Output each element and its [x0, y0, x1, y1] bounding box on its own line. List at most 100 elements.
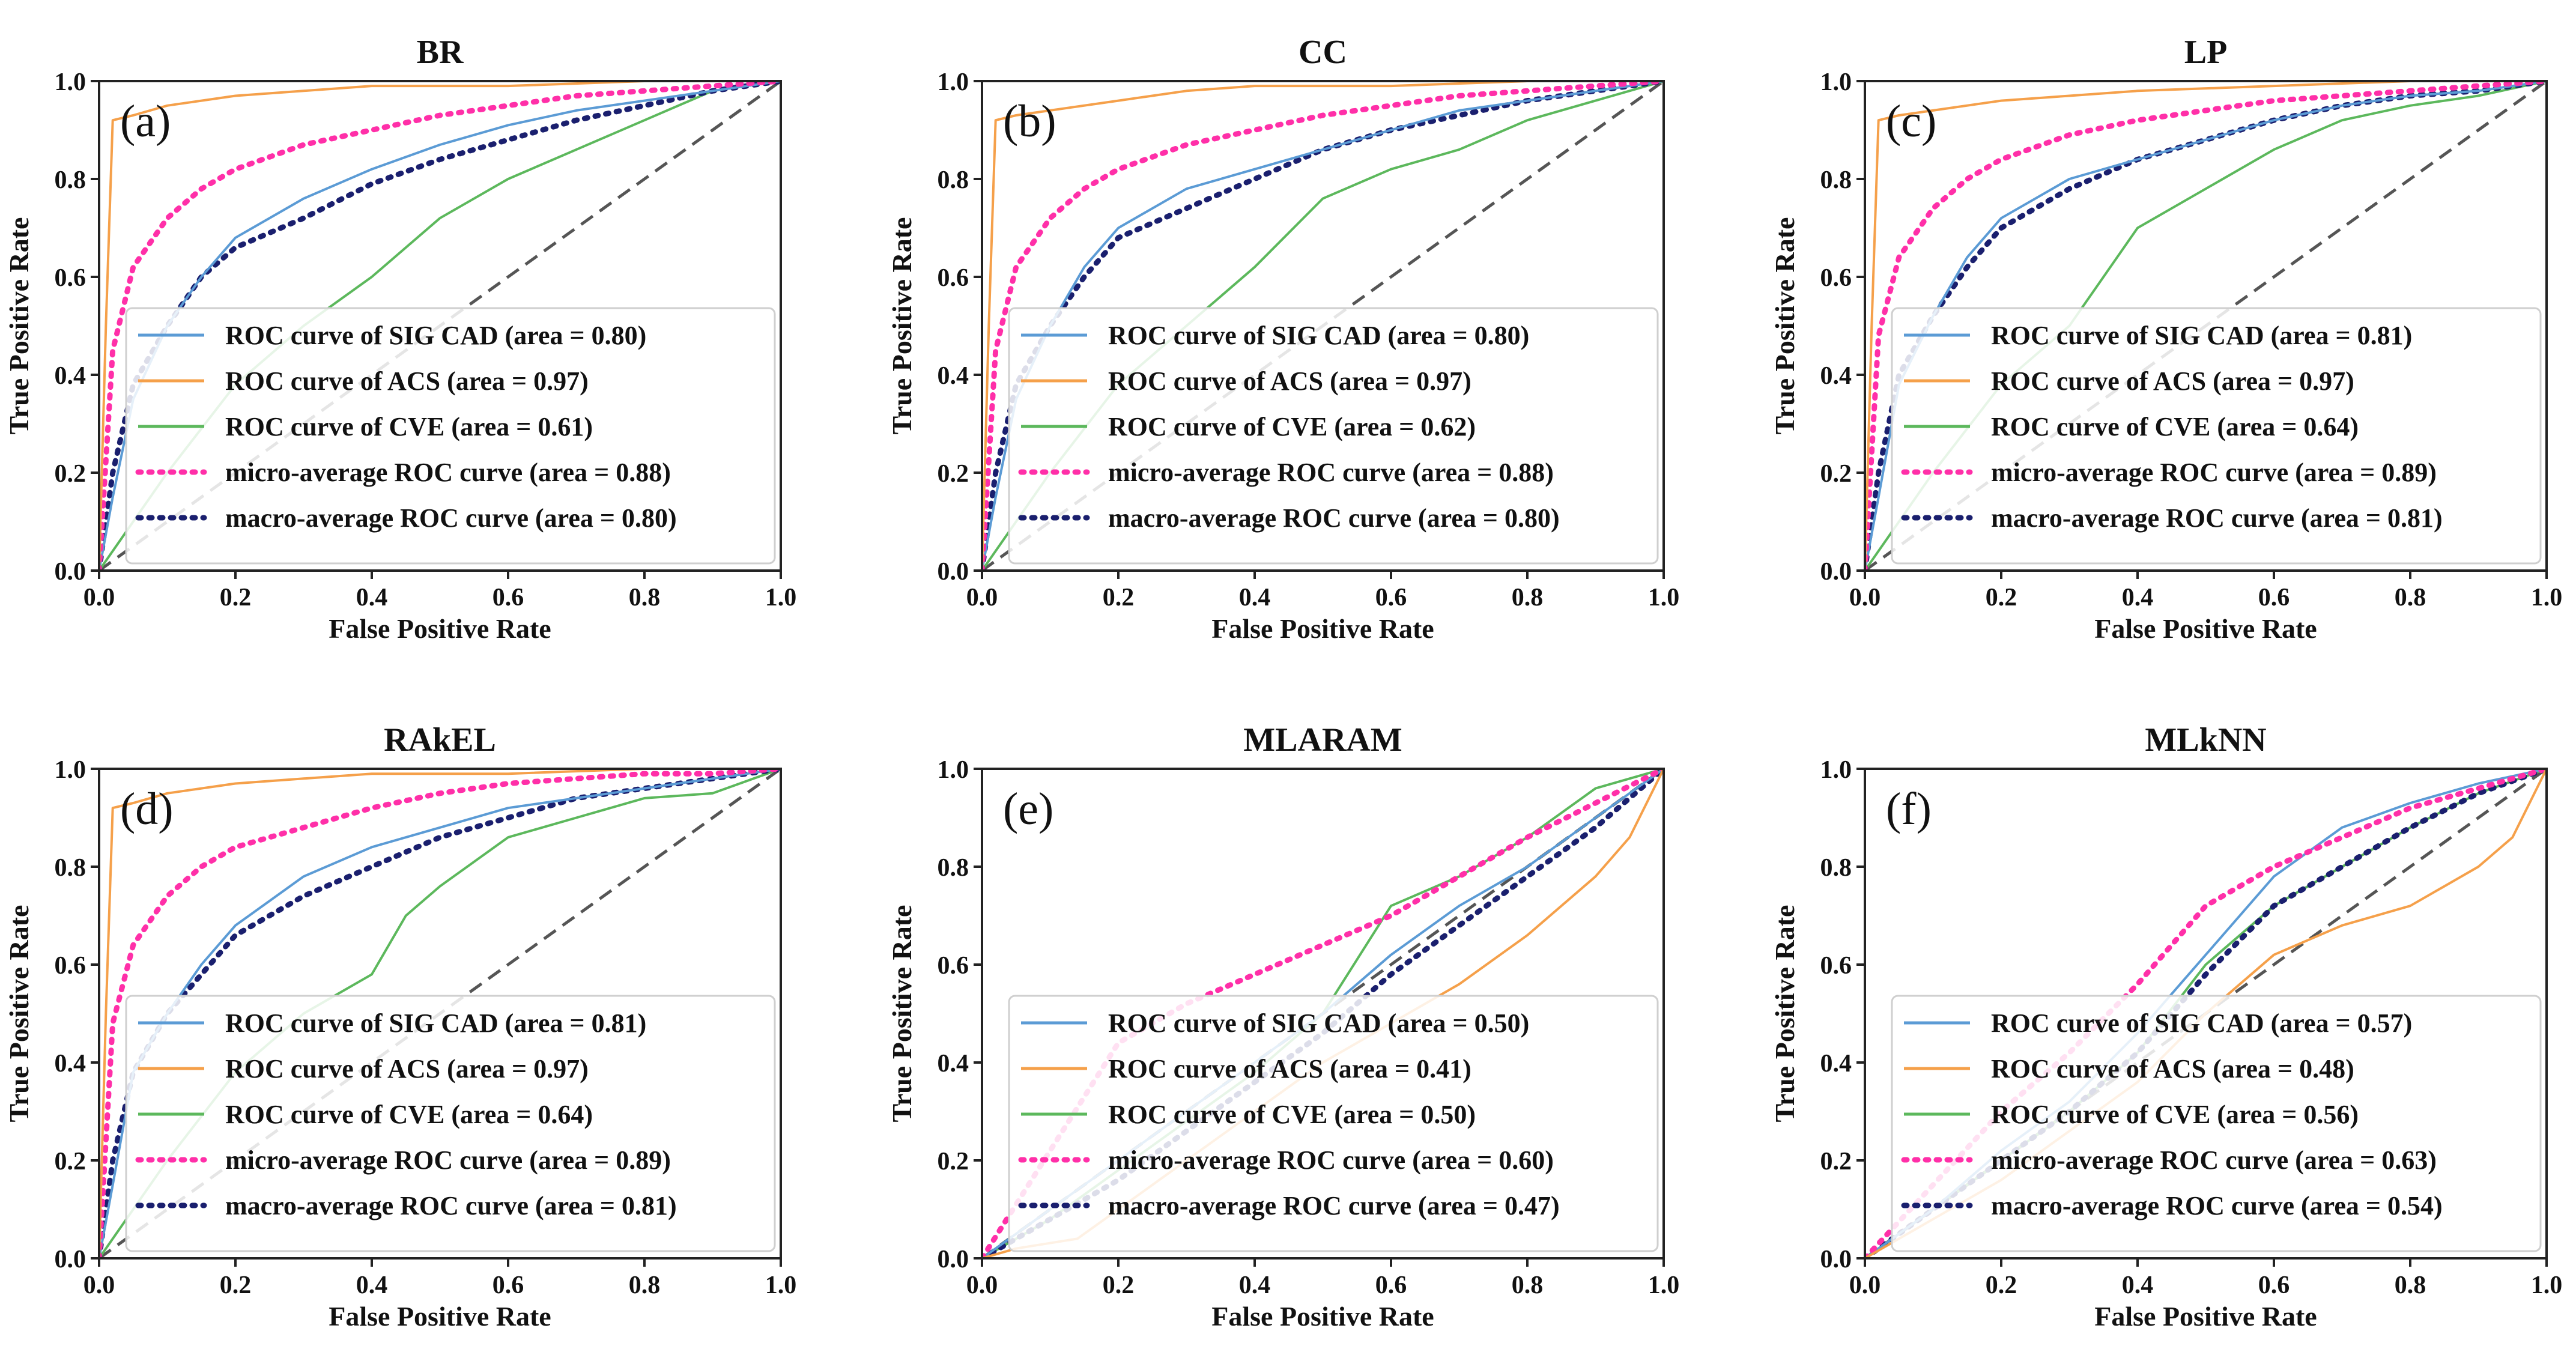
y-tick-label: 0.0	[55, 558, 86, 586]
legend-entry: ROC curve of CVE (area = 0.64)	[1991, 412, 2359, 441]
x-tick-label: 1.0	[765, 1272, 797, 1299]
y-tick-label: 0.6	[1820, 952, 1852, 980]
x-tick-label: 0.6	[1375, 1272, 1407, 1299]
legend-entry: ROC curve of CVE (area = 0.62)	[1108, 412, 1476, 441]
legend-entry: ROC curve of ACS (area = 0.97)	[1108, 366, 1471, 396]
x-tick-label: 0.8	[2395, 1272, 2426, 1299]
series-line-macro	[99, 81, 781, 571]
legend-box	[1891, 995, 2542, 1252]
x-axis-label: False Positive Rate	[329, 613, 551, 644]
x-tick-label: 0.6	[492, 584, 524, 611]
legend-entry: macro-average ROC curve (area = 0.47)	[1108, 1191, 1560, 1220]
y-tick-label: 0.8	[1820, 854, 1852, 882]
panel-title: MLkNN	[2145, 721, 2266, 759]
axes-frame	[98, 768, 782, 1260]
axes-frame	[1864, 80, 2548, 572]
roc-panel-1: BR 0.0 0.2 0.4 0.6 0.8 1.0 0.0 0.2 0.4 0.6 0.8 1.0 Fa…	[4, 34, 796, 644]
x-tick-label: 0.0	[966, 1272, 998, 1299]
y-tick-label: 0.0	[938, 558, 969, 586]
x-tick-label: 0.2	[1103, 1272, 1135, 1299]
legend-entry: ROC curve of SIG CAD (area = 0.80)	[225, 321, 646, 350]
panel-label: (e)	[1003, 784, 1053, 834]
y-tick-label: 0.6	[55, 264, 86, 292]
legend-entry: ROC curve of CVE (area = 0.61)	[225, 412, 593, 441]
legend-entry: ROC curve of SIG CAD (area = 0.57)	[1991, 1008, 2412, 1038]
legend-entry: ROC curve of CVE (area = 0.56)	[1991, 1100, 2359, 1129]
legend: ROC curve of SIG CAD (area = 0.50) ROC cu…	[1008, 995, 1659, 1252]
roc-panel-3: LP 0.0 0.2 0.4 0.6 0.8 1.0 0.0 0.2 0.4 0.6 0.8 1.0 Fa…	[1769, 34, 2562, 644]
legend-box	[1008, 307, 1659, 565]
y-tick-label: 1.0	[1820, 68, 1852, 96]
x-tick-label: 0.6	[2258, 584, 2290, 611]
x-tick-label: 1.0	[1648, 584, 1680, 611]
legend-box	[1008, 995, 1659, 1252]
y-tick-label: 0.0	[1820, 1246, 1852, 1273]
axes-frame	[1864, 768, 2548, 1260]
y-tick-label: 0.8	[1820, 166, 1852, 194]
y-tick-label: 0.4	[1820, 362, 1852, 390]
roc-panel-2: CC 0.0 0.2 0.4 0.6 0.8 1.0 0.0 0.2 0.4 0.6 0.8 1.0 Fa…	[886, 34, 1679, 644]
series-line-micro	[99, 769, 781, 1258]
legend-entry: ROC curve of ACS (area = 0.97)	[225, 1054, 589, 1084]
x-axis-label: False Positive Rate	[2094, 1301, 2317, 1332]
x-tick-label: 0.2	[1103, 584, 1135, 611]
legend-entry: macro-average ROC curve (area = 0.54)	[1991, 1191, 2443, 1220]
axes-frame	[981, 768, 1665, 1260]
y-axis-label: True Positive Rate	[1769, 905, 1800, 1123]
x-tick-label: 0.0	[1849, 584, 1881, 611]
panel-title: MLARAM	[1243, 721, 1402, 759]
x-tick-label: 0.8	[629, 1272, 661, 1299]
legend-entry: ROC curve of ACS (area = 0.48)	[1991, 1054, 2354, 1084]
x-tick-label: 1.0	[2531, 1272, 2563, 1299]
y-axis-label: True Positive Rate	[886, 217, 917, 435]
y-tick-label: 0.6	[1820, 264, 1852, 292]
x-tick-label: 0.4	[1239, 1272, 1271, 1299]
y-tick-label: 0.4	[938, 1050, 969, 1078]
legend: ROC curve of SIG CAD (area = 0.81) ROC cu…	[1891, 307, 2542, 565]
legend-entry: ROC curve of SIG CAD (area = 0.81)	[1991, 321, 2412, 350]
y-tick-label: 1.0	[938, 68, 969, 96]
panel-label: (d)	[120, 784, 174, 834]
y-tick-label: 0.2	[938, 460, 969, 488]
x-axis-label: False Positive Rate	[1211, 1301, 1434, 1332]
y-tick-label: 0.6	[938, 264, 969, 292]
y-tick-label: 0.2	[55, 1148, 86, 1175]
y-tick-label: 0.0	[55, 1246, 86, 1273]
x-tick-label: 0.6	[2258, 1272, 2290, 1299]
legend-box	[1891, 307, 2542, 565]
x-axis-label: False Positive Rate	[1211, 613, 1434, 644]
x-tick-label: 1.0	[765, 584, 797, 611]
series-line-acs	[99, 769, 781, 1258]
x-tick-label: 0.6	[492, 1272, 524, 1299]
x-axis-label: False Positive Rate	[2094, 613, 2317, 644]
legend: ROC curve of SIG CAD (area = 0.57) ROC cu…	[1891, 995, 2542, 1252]
x-tick-label: 0.4	[2122, 1272, 2154, 1299]
legend-box	[125, 307, 776, 565]
series-line-micro	[982, 81, 1664, 571]
x-tick-label: 0.2	[220, 584, 252, 611]
x-axis-label: False Positive Rate	[329, 1301, 551, 1332]
series-line-micro	[99, 81, 781, 571]
y-tick-label: 1.0	[938, 756, 969, 784]
y-tick-label: 0.0	[1820, 558, 1852, 586]
legend-box	[125, 995, 776, 1252]
y-tick-label: 0.2	[1820, 1148, 1852, 1175]
legend-entry: ROC curve of CVE (area = 0.50)	[1108, 1100, 1476, 1129]
legend-entry: micro-average ROC curve (area = 0.88)	[225, 458, 671, 487]
x-tick-label: 0.0	[83, 584, 115, 611]
y-axis-label: True Positive Rate	[886, 905, 917, 1123]
y-tick-label: 0.2	[1820, 460, 1852, 488]
x-tick-label: 0.0	[83, 1272, 115, 1299]
legend-entry: ROC curve of ACS (area = 0.41)	[1108, 1054, 1471, 1084]
x-tick-label: 0.4	[356, 1272, 388, 1299]
panel-title: RAkEL	[384, 721, 496, 759]
panel-title: CC	[1299, 34, 1347, 71]
series-line-micro	[1865, 81, 2547, 571]
x-tick-label: 0.4	[2122, 584, 2154, 611]
panel-title: LP	[2184, 34, 2228, 71]
x-tick-label: 1.0	[2531, 584, 2563, 611]
x-tick-label: 0.4	[1239, 584, 1271, 611]
y-tick-label: 0.8	[938, 854, 969, 882]
panel-label: (a)	[120, 96, 171, 147]
